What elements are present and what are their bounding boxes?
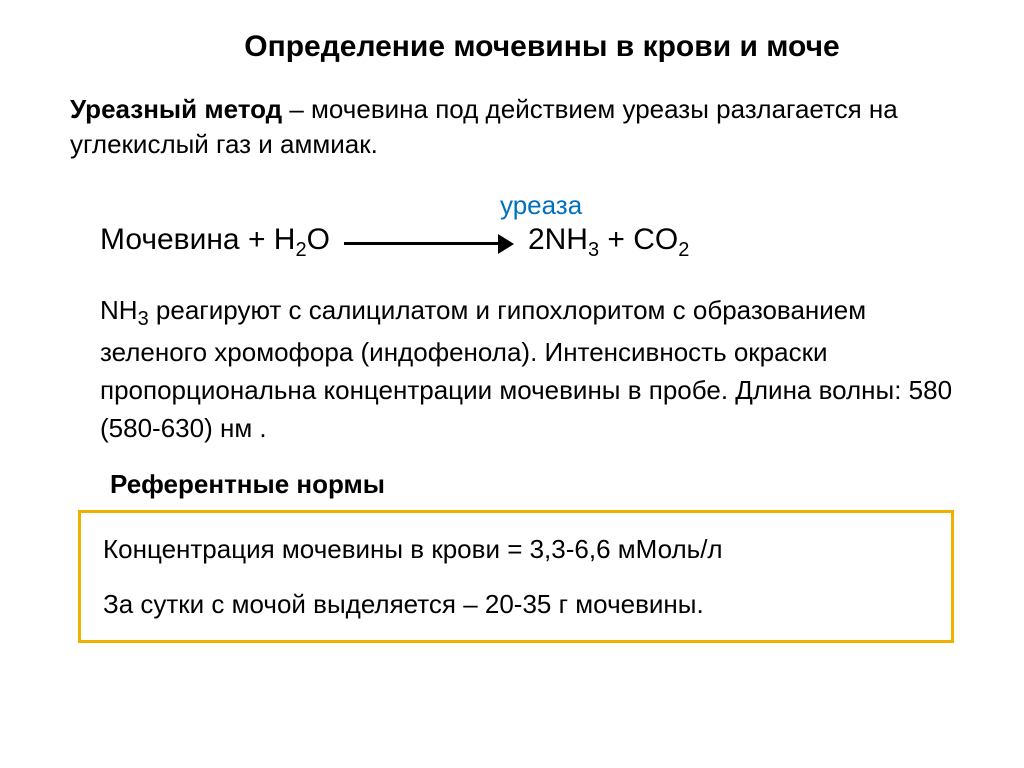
ref-line-1: Концентрация мочевины в крови = 3,3-6,6 … xyxy=(103,531,929,567)
chemical-equation: Мочевина + H2O 2NH3 + CO2 xyxy=(100,223,974,262)
explanation-paragraph: NH3 реагируют с салицилатом и гипохлорит… xyxy=(100,292,974,447)
method-name: Уреазный метод xyxy=(70,94,282,124)
page-title: Определение мочевины в крови и моче xyxy=(110,30,974,64)
eq-right: 2NH3 + CO2 xyxy=(528,223,689,262)
enzyme-label: уреаза xyxy=(500,190,974,221)
arrow-icon xyxy=(344,232,514,254)
reference-box: Концентрация мочевины в крови = 3,3-6,6 … xyxy=(78,510,954,643)
method-paragraph: Уреазный метод – мочевина под действием … xyxy=(70,92,974,162)
reference-heading: Референтные нормы xyxy=(110,469,974,500)
ref-line-2: За сутки с мочой выделяется – 20-35 г мо… xyxy=(103,586,929,622)
equation-block: уреаза Мочевина + H2O 2NH3 + CO2 xyxy=(100,190,974,262)
eq-left: Мочевина + H2O xyxy=(100,223,330,262)
